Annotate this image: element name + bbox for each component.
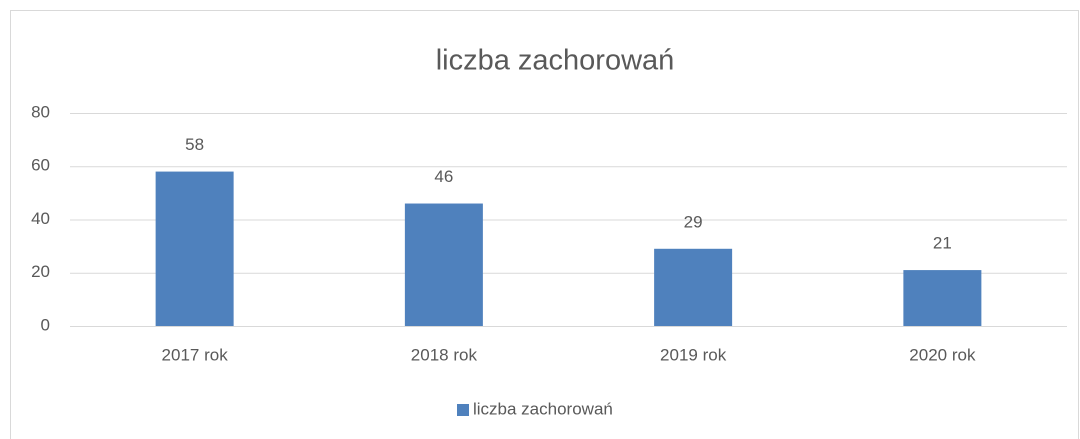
bar: [155, 171, 234, 326]
y-tick-label: 20: [31, 262, 50, 281]
y-tick-label: 80: [31, 102, 50, 121]
y-tick-label: 0: [41, 315, 50, 334]
data-label: 21: [933, 234, 952, 253]
legend-label: liczba zachorowań: [473, 399, 613, 418]
data-label: 29: [684, 212, 703, 231]
x-tick-label: 2020 rok: [909, 345, 976, 364]
chart-title: liczba zachorowań: [436, 45, 675, 77]
bar: [903, 270, 982, 326]
x-tick-label: 2019 rok: [660, 345, 727, 364]
y-tick-label: 60: [31, 156, 50, 175]
data-label: 58: [185, 135, 204, 154]
y-tick-label: 40: [31, 209, 50, 228]
x-tick-label: 2017 rok: [162, 345, 229, 364]
bar: [654, 248, 733, 326]
data-label: 46: [434, 167, 453, 186]
legend-swatch: [457, 404, 469, 416]
bar: [404, 203, 483, 326]
x-tick-label: 2018 rok: [411, 345, 478, 364]
